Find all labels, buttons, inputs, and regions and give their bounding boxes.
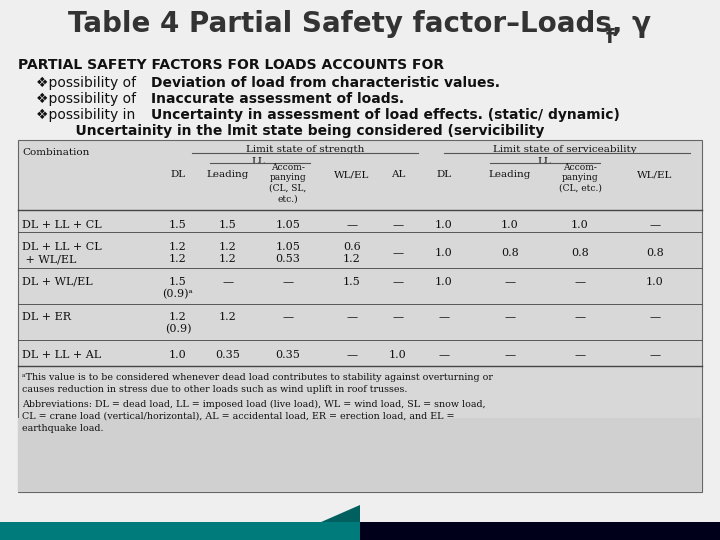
Text: Uncertainty in assessment of load effects. (static/ dynamic): Uncertainty in assessment of load effect…: [151, 108, 620, 122]
Text: 0.35: 0.35: [276, 350, 300, 360]
Text: 1.2: 1.2: [219, 312, 237, 322]
Text: Abbreviations: DL = dead load, LL = imposed load (live load), WL = wind load, SL: Abbreviations: DL = dead load, LL = impo…: [22, 400, 485, 409]
Bar: [18, 140, 702, 492]
Text: 0.53: 0.53: [276, 254, 300, 264]
Text: —: —: [649, 220, 660, 230]
Text: DL: DL: [436, 170, 451, 179]
Text: —: —: [346, 220, 358, 230]
Text: Limit state of strength: Limit state of strength: [246, 145, 364, 154]
Text: DL: DL: [171, 170, 186, 179]
Text: —: —: [575, 277, 585, 287]
Text: 1.0: 1.0: [501, 220, 519, 230]
Text: 0.6: 0.6: [343, 242, 361, 252]
Text: f: f: [606, 28, 614, 47]
Text: —: —: [282, 312, 294, 322]
Text: ᵃThis value is to be considered whenever dead load contributes to stability agai: ᵃThis value is to be considered whenever…: [22, 373, 493, 382]
Text: PARTIAL SAFETY FACTORS FOR LOADS ACCOUNTS FOR: PARTIAL SAFETY FACTORS FOR LOADS ACCOUNT…: [18, 58, 444, 72]
Text: 1.2: 1.2: [343, 254, 361, 264]
Text: Accom-
panying
(CL, etc.): Accom- panying (CL, etc.): [559, 163, 601, 193]
Text: DL + LL + AL: DL + LL + AL: [22, 350, 101, 360]
Text: 1.0: 1.0: [389, 350, 407, 360]
Text: 1.5: 1.5: [219, 220, 237, 230]
Text: earthquake load.: earthquake load.: [22, 424, 104, 433]
Text: 0.35: 0.35: [215, 350, 240, 360]
Text: DL + WL/EL: DL + WL/EL: [22, 277, 93, 287]
Text: —: —: [392, 248, 404, 258]
Text: DL + LL + CL: DL + LL + CL: [22, 242, 102, 252]
Text: Limit state of serviceability: Limit state of serviceability: [493, 145, 636, 154]
Text: —: —: [649, 312, 660, 322]
Text: 1.05: 1.05: [276, 220, 300, 230]
Text: 0.8: 0.8: [501, 248, 519, 258]
Text: 1.05: 1.05: [276, 242, 300, 252]
Text: —: —: [282, 277, 294, 287]
Text: —: —: [505, 350, 516, 360]
Text: + WL/EL: + WL/EL: [22, 254, 76, 264]
Text: Uncertainity in the lmit state being considered (servicibility: Uncertainity in the lmit state being con…: [56, 124, 544, 138]
Text: (0.9): (0.9): [165, 324, 192, 334]
Bar: [360, 522, 720, 540]
Text: —: —: [438, 350, 449, 360]
Text: causes reduction in stress due to other loads such as wind uplift in roof trusse: causes reduction in stress due to other …: [22, 385, 408, 394]
Text: 0.8: 0.8: [646, 248, 664, 258]
Text: 1.5: 1.5: [169, 277, 187, 287]
Text: 1.0: 1.0: [571, 220, 589, 230]
Text: —: —: [505, 277, 516, 287]
Text: 1.0: 1.0: [646, 277, 664, 287]
Text: —: —: [438, 312, 449, 322]
Text: —: —: [346, 312, 358, 322]
Bar: [0, 522, 360, 540]
Text: Leading: Leading: [207, 170, 249, 179]
Text: 1.0: 1.0: [435, 248, 453, 258]
Text: Deviation of load from characteristic values.: Deviation of load from characteristic va…: [151, 76, 500, 90]
Text: Table 4 Partial Safety factor–Loads, γ: Table 4 Partial Safety factor–Loads, γ: [68, 10, 652, 38]
Text: —: —: [575, 312, 585, 322]
Text: —: —: [346, 350, 358, 360]
Text: WL/EL: WL/EL: [334, 170, 369, 179]
Text: 1.2: 1.2: [219, 254, 237, 264]
Text: LL: LL: [537, 157, 551, 166]
Text: —: —: [392, 277, 404, 287]
Text: ❖possibility of: ❖possibility of: [36, 92, 140, 106]
Text: Combination: Combination: [22, 148, 89, 157]
Text: —: —: [392, 220, 404, 230]
Text: 1.5: 1.5: [343, 277, 361, 287]
Text: (0.9)ᵃ: (0.9)ᵃ: [163, 289, 194, 299]
Text: —: —: [649, 350, 660, 360]
Text: DL + LL + CL: DL + LL + CL: [22, 220, 102, 230]
Text: 1.2: 1.2: [169, 242, 187, 252]
Text: 1.0: 1.0: [435, 277, 453, 287]
Text: CL = crane load (vertical/horizontal), AL = accidental load, ER = erection load,: CL = crane load (vertical/horizontal), A…: [22, 412, 454, 421]
Text: ❖possibility of: ❖possibility of: [36, 76, 140, 90]
Text: Inaccurate assessment of loads.: Inaccurate assessment of loads.: [151, 92, 404, 106]
Text: AL: AL: [391, 170, 405, 179]
Text: 1.5: 1.5: [169, 220, 187, 230]
Text: Leading: Leading: [489, 170, 531, 179]
Text: —: —: [505, 312, 516, 322]
Text: 1.2: 1.2: [169, 312, 187, 322]
Polygon shape: [280, 505, 360, 540]
Text: LL: LL: [251, 157, 265, 166]
Text: 1.0: 1.0: [169, 350, 187, 360]
Text: —: —: [222, 277, 233, 287]
Text: 0.8: 0.8: [571, 248, 589, 258]
Text: —: —: [575, 350, 585, 360]
Text: Accom-
panying
(CL, SL,
etc.): Accom- panying (CL, SL, etc.): [269, 163, 307, 203]
Text: 1.2: 1.2: [219, 242, 237, 252]
Bar: [18, 418, 702, 492]
Text: WL/EL: WL/EL: [637, 170, 672, 179]
Text: 1.2: 1.2: [169, 254, 187, 264]
Text: —: —: [392, 312, 404, 322]
Text: 1.0: 1.0: [435, 220, 453, 230]
Text: DL + ER: DL + ER: [22, 312, 71, 322]
Text: ❖possibility in: ❖possibility in: [36, 108, 140, 122]
